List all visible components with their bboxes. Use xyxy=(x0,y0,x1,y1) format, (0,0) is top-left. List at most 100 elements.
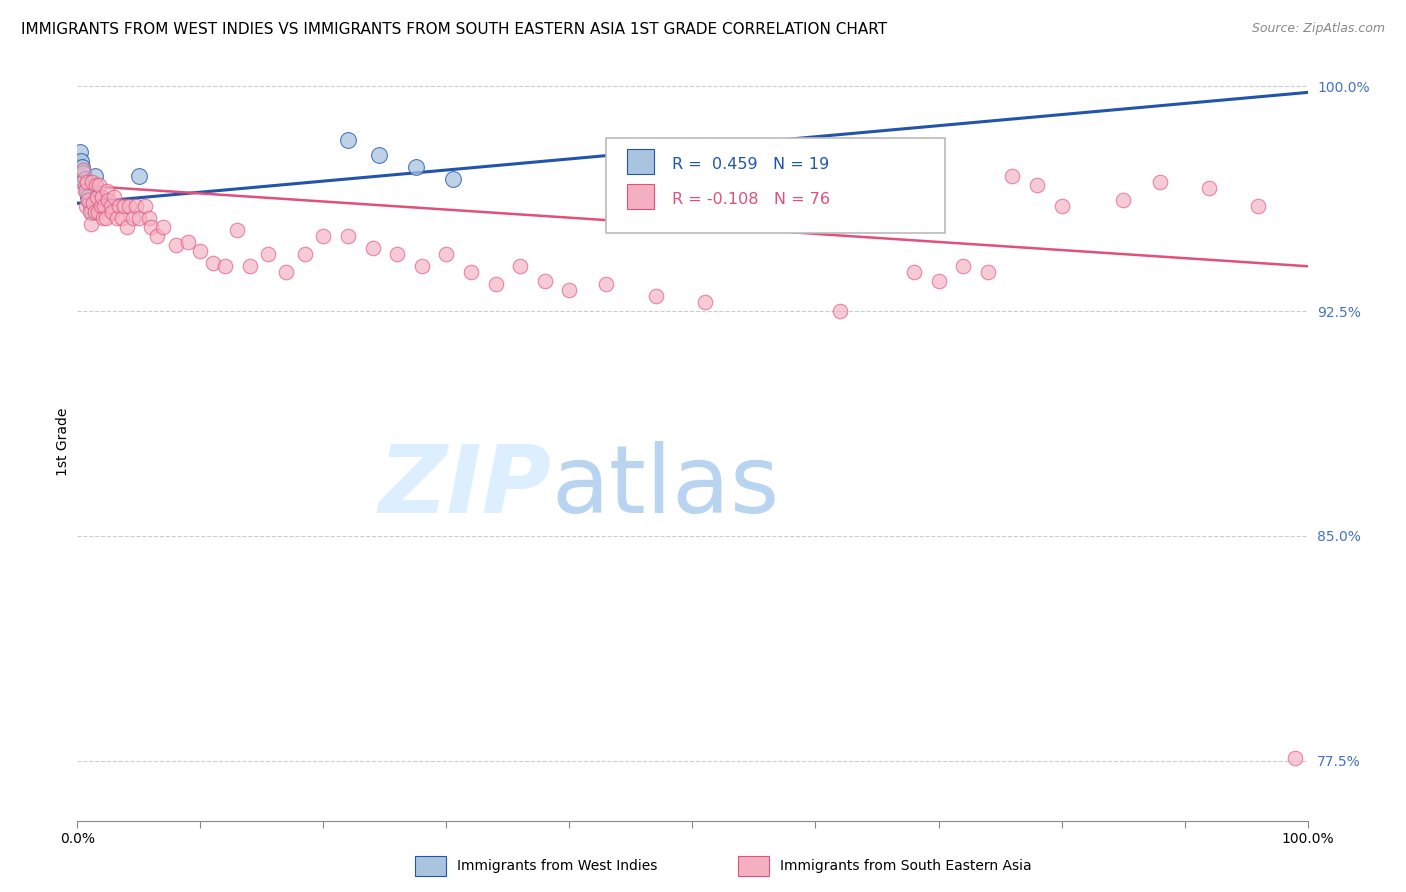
Point xyxy=(90,199,112,213)
Point xyxy=(337,229,360,244)
Point xyxy=(977,265,1000,279)
Point xyxy=(87,205,110,219)
Point xyxy=(188,244,212,259)
Point xyxy=(830,304,852,318)
Point xyxy=(86,190,108,204)
Point xyxy=(152,220,174,235)
Point xyxy=(100,199,122,213)
Point xyxy=(73,184,96,198)
Point xyxy=(1026,178,1049,193)
Point xyxy=(312,229,335,244)
Point xyxy=(693,295,716,310)
Point xyxy=(108,199,131,213)
Text: Source: ZipAtlas.com: Source: ZipAtlas.com xyxy=(1251,22,1385,36)
Text: R =  0.459   N = 19: R = 0.459 N = 19 xyxy=(672,157,828,172)
Point xyxy=(294,247,316,261)
Point xyxy=(361,241,384,255)
Point xyxy=(96,184,118,198)
Y-axis label: 1st Grade: 1st Grade xyxy=(56,408,70,475)
Text: IMMIGRANTS FROM WEST INDIES VS IMMIGRANTS FROM SOUTH EASTERN ASIA 1ST GRADE CORR: IMMIGRANTS FROM WEST INDIES VS IMMIGRANT… xyxy=(21,22,887,37)
Point xyxy=(94,211,117,226)
Point xyxy=(83,205,105,219)
Point xyxy=(90,190,114,204)
Point xyxy=(70,154,93,169)
Point xyxy=(128,211,150,226)
Point xyxy=(436,247,458,261)
Point xyxy=(411,259,433,273)
Point xyxy=(141,220,163,235)
Point xyxy=(226,223,249,237)
Text: atlas: atlas xyxy=(551,441,779,533)
Point xyxy=(105,211,128,226)
Point xyxy=(1284,750,1306,764)
Point xyxy=(177,235,200,250)
Point xyxy=(214,259,236,273)
Point xyxy=(134,199,156,213)
Point xyxy=(112,199,135,213)
Point xyxy=(509,259,531,273)
Point xyxy=(73,172,96,186)
Point xyxy=(337,133,360,147)
Point xyxy=(69,145,91,160)
Point xyxy=(644,289,666,303)
Point xyxy=(201,256,224,270)
Point xyxy=(72,163,94,178)
Point xyxy=(93,199,115,213)
Point xyxy=(115,220,138,235)
Point xyxy=(928,274,950,288)
Point xyxy=(82,196,104,211)
Point xyxy=(89,199,111,213)
Point xyxy=(595,277,617,292)
Point xyxy=(1198,181,1220,195)
Point xyxy=(75,178,97,193)
Point xyxy=(121,211,143,226)
Point xyxy=(75,199,97,213)
Point xyxy=(441,172,464,186)
Point xyxy=(903,265,925,279)
Point xyxy=(84,178,107,193)
Point xyxy=(485,277,508,292)
Point xyxy=(101,205,124,219)
Point xyxy=(103,190,125,204)
Point xyxy=(405,161,427,175)
Point xyxy=(1112,194,1135,208)
Point xyxy=(239,259,262,273)
Point xyxy=(83,169,105,184)
Text: Immigrants from South Eastern Asia: Immigrants from South Eastern Asia xyxy=(780,859,1032,873)
Point xyxy=(165,238,187,252)
Text: R = -0.108   N = 76: R = -0.108 N = 76 xyxy=(672,192,830,207)
Point xyxy=(76,175,98,189)
Point xyxy=(1050,199,1073,213)
Point xyxy=(1247,199,1270,213)
Point xyxy=(1001,169,1024,184)
Text: Immigrants from West Indies: Immigrants from West Indies xyxy=(457,859,658,873)
Point xyxy=(257,247,280,261)
Point xyxy=(72,166,94,180)
Point xyxy=(385,247,409,261)
Point xyxy=(952,259,974,273)
FancyBboxPatch shape xyxy=(627,149,654,174)
Point xyxy=(534,274,557,288)
Point xyxy=(79,205,101,219)
FancyBboxPatch shape xyxy=(606,138,945,233)
Point xyxy=(79,196,101,211)
Point xyxy=(80,217,103,231)
Point xyxy=(82,175,104,189)
Point xyxy=(276,265,298,279)
Point xyxy=(70,175,93,189)
Point xyxy=(77,190,100,204)
FancyBboxPatch shape xyxy=(627,184,654,209)
Point xyxy=(82,205,104,219)
Point xyxy=(128,169,150,184)
Point xyxy=(97,194,120,208)
Point xyxy=(118,199,141,213)
Point xyxy=(111,211,132,226)
Point xyxy=(89,178,111,193)
Point xyxy=(367,148,389,162)
Point xyxy=(91,211,114,226)
Point xyxy=(1149,175,1171,189)
Point xyxy=(138,211,160,226)
Point xyxy=(558,283,581,297)
Point xyxy=(125,199,148,213)
Point xyxy=(70,161,93,175)
